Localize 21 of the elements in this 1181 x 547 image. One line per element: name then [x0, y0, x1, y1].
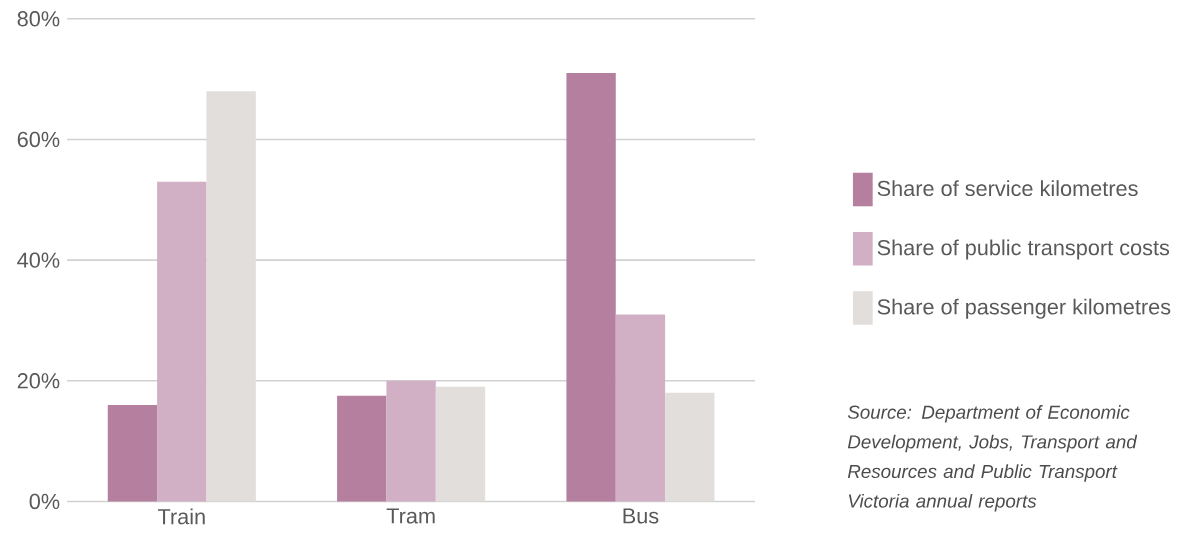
bar — [615, 314, 666, 502]
y-tick-label: 80% — [17, 11, 60, 27]
bar — [206, 91, 256, 502]
bar — [435, 386, 486, 502]
x-tick-label: Bus — [623, 508, 659, 524]
bar — [107, 404, 158, 502]
x-tick-label: Tram — [386, 508, 435, 524]
y-tick-label: 20% — [17, 373, 60, 389]
y-tick-label: 60% — [17, 131, 60, 148]
source-note: Source: Department of Economic Development, Jobs, Transport and Resources and Public Transport Victoria annual reports — [847, 405, 1138, 512]
bar — [386, 380, 436, 502]
y-tick-label: 0% — [29, 493, 60, 510]
bar — [337, 395, 387, 502]
legend-label: Share of passenger kilometres — [877, 298, 1171, 319]
bar — [157, 181, 207, 502]
bar — [665, 392, 715, 502]
legend-label: Share of public transport costs — [877, 239, 1170, 260]
bar — [566, 73, 616, 502]
y-tick-label: 40% — [17, 252, 60, 268]
legend-label: Share of service kilometres — [877, 180, 1138, 197]
x-tick-label: Train — [157, 508, 205, 525]
